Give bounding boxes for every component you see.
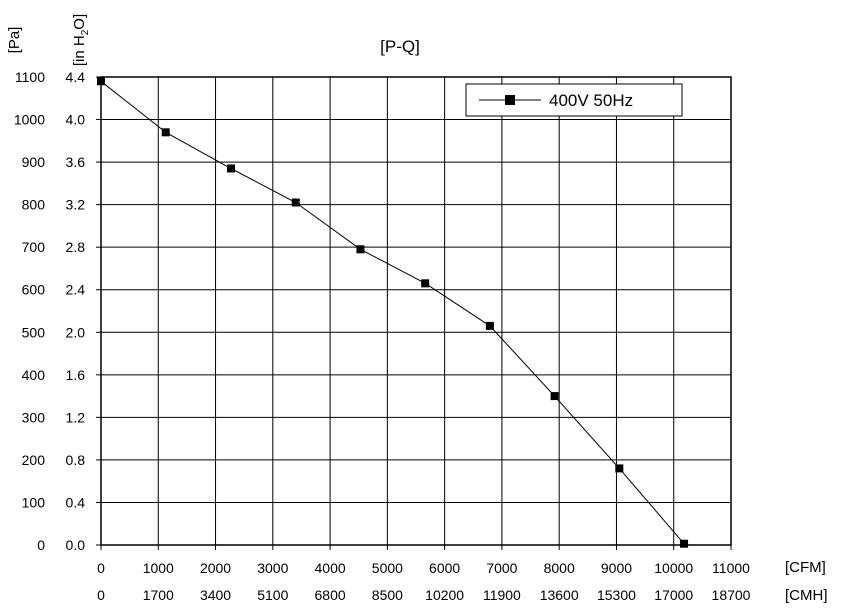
x-tick-label-cfm: 11000 bbox=[712, 560, 750, 576]
data-point bbox=[680, 539, 689, 548]
y-tick-label-pa: 1000 bbox=[14, 112, 45, 128]
y-axis-ticks: 0 0.0 100 0.4 200 0.8 300 1.2 400 1.6 500 2.0 600 2.4… bbox=[14, 69, 101, 553]
y-tick-label-inh2o: 2.0 bbox=[66, 324, 86, 340]
x-tick-label-cmh: 8500 bbox=[372, 587, 403, 603]
y-tick-label-inh2o: 1.2 bbox=[66, 409, 86, 425]
x-tick-label-cfm: 5000 bbox=[372, 560, 403, 576]
data-point bbox=[485, 321, 494, 330]
data-point bbox=[97, 77, 105, 86]
x-axis-ticks: 0 0 1000 1700 2000 3400 3000 5100 4000 6800 5000 85… bbox=[97, 545, 751, 603]
data-point bbox=[615, 464, 624, 473]
x-tick-label-cfm: 4000 bbox=[315, 560, 346, 576]
data-point bbox=[550, 392, 559, 401]
x-tick-label-cmh: 18700 bbox=[712, 587, 751, 603]
x-tick-label-cmh: 0 bbox=[97, 587, 105, 603]
x-tick-label-cmh: 13600 bbox=[540, 587, 579, 603]
x-tick-label-cfm: 9000 bbox=[601, 560, 632, 576]
y-tick-label-pa: 200 bbox=[22, 452, 46, 468]
x-tick-label-cfm: 6000 bbox=[429, 560, 460, 576]
y-tick-label-inh2o: 3.6 bbox=[66, 154, 86, 170]
y-tick-label-inh2o: 2.8 bbox=[66, 239, 86, 255]
x-tick-label-cfm: 0 bbox=[97, 560, 105, 576]
y-tick-label-inh2o: 4.0 bbox=[66, 112, 86, 128]
y-tick-label-pa: 800 bbox=[22, 197, 46, 213]
x-tick-label-cmh: 15300 bbox=[597, 587, 636, 603]
series-400v-50hz bbox=[97, 77, 689, 548]
y-tick-label-inh2o: 0.8 bbox=[66, 452, 86, 468]
y-tick-label-pa: 0 bbox=[37, 537, 45, 553]
data-point bbox=[356, 245, 365, 254]
series-line bbox=[100, 80, 685, 545]
data-point bbox=[161, 128, 170, 137]
legend-label: 400V 50Hz bbox=[549, 91, 633, 110]
y-tick-label-inh2o: 2.4 bbox=[66, 282, 86, 298]
data-point bbox=[421, 279, 430, 288]
x-tick-label-cfm: 10000 bbox=[654, 560, 693, 576]
y-tick-label-pa: 900 bbox=[22, 154, 46, 170]
x-tick-label-cmh: 5100 bbox=[257, 587, 288, 603]
y-unit-labels: [Pa] [in H2O] bbox=[6, 14, 91, 66]
x-tick-label-cmh: 1700 bbox=[143, 587, 174, 603]
plot-frame bbox=[100, 76, 732, 546]
y-tick-label-pa: 500 bbox=[22, 324, 46, 340]
y-unit-inh2o: [in H2O] bbox=[71, 14, 91, 66]
data-point bbox=[227, 164, 236, 173]
y-tick-label-inh2o: 4.4 bbox=[66, 69, 86, 85]
y-tick-label-pa: 100 bbox=[22, 494, 46, 510]
grid-lines bbox=[101, 77, 731, 545]
legend-marker bbox=[505, 95, 515, 105]
svg-text:[in H2O]: [in H2O] bbox=[71, 14, 91, 66]
y-tick-label-pa: 600 bbox=[22, 282, 46, 298]
x-tick-label-cfm: 8000 bbox=[544, 560, 575, 576]
x-tick-label-cmh: 17000 bbox=[654, 587, 693, 603]
legend: 400V 50Hz bbox=[465, 83, 683, 117]
x-tick-label-cfm: 3000 bbox=[257, 560, 288, 576]
x-tick-label-cfm: 1000 bbox=[143, 560, 174, 576]
x-unit-cmh: [CMH] bbox=[785, 587, 828, 604]
x-tick-label-cmh: 11900 bbox=[483, 587, 521, 603]
y-tick-label-inh2o: 0.0 bbox=[66, 537, 86, 553]
x-tick-label-cfm: 2000 bbox=[200, 560, 231, 576]
y-tick-label-inh2o: 3.2 bbox=[66, 197, 86, 213]
y-tick-label-inh2o: 0.4 bbox=[66, 494, 86, 510]
y-unit-pa: [Pa] bbox=[6, 27, 23, 54]
y-tick-label-pa: 400 bbox=[22, 367, 46, 383]
x-unit-cfm: [CFM] bbox=[785, 559, 826, 576]
y-tick-label-pa: 1100 bbox=[15, 69, 45, 85]
x-tick-label-cmh: 6800 bbox=[315, 587, 346, 603]
y-tick-label-pa: 300 bbox=[22, 409, 46, 425]
data-point bbox=[291, 198, 300, 207]
x-tick-label-cmh: 3400 bbox=[200, 587, 231, 603]
chart-title: [P-Q] bbox=[380, 37, 420, 56]
y-tick-label-inh2o: 1.6 bbox=[66, 367, 86, 383]
x-tick-label-cfm: 7000 bbox=[486, 560, 517, 576]
y-tick-label-pa: 700 bbox=[22, 239, 46, 255]
x-tick-label-cmh: 10200 bbox=[425, 587, 464, 603]
